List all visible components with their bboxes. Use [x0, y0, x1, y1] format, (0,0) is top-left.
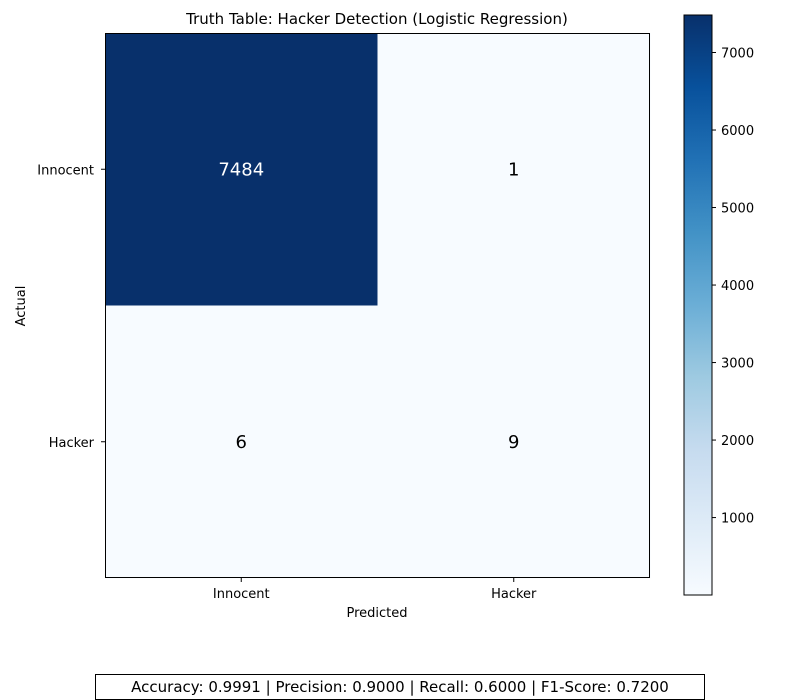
y-tick-label: Hacker	[49, 436, 95, 451]
colorbar-tick-label: 3000	[721, 357, 754, 372]
chart-title: Truth Table: Hacker Detection (Logistic …	[185, 10, 568, 28]
metrics-summary: Accuracy: 0.9991 | Precision: 0.9000 | R…	[95, 674, 705, 700]
heatmap-cell	[105, 33, 378, 306]
x-tick-label: Hacker	[491, 587, 537, 602]
heatmap-cell-labels: 7484 1 6 9	[218, 159, 519, 453]
colorbar-tick-label: 5000	[721, 202, 754, 217]
heatmap-cell	[105, 305, 378, 579]
colorbar-tick-label: 7000	[721, 47, 754, 62]
colorbar-ticks: 1000 2000 3000 4000 5000 6000 7000	[712, 47, 754, 527]
y-axis-label: Actual	[14, 286, 29, 327]
cell-value-label: 7484	[218, 159, 264, 180]
cell-value-label: 1	[508, 159, 519, 180]
colorbar-tick-label: 4000	[721, 279, 754, 294]
heatmap-cells	[105, 33, 651, 579]
heatmap-cell	[377, 33, 651, 306]
plot-frame	[105, 33, 650, 578]
colorbar-tick-label: 2000	[721, 434, 754, 449]
colorbar-tick-label: 1000	[721, 512, 754, 527]
heatmap-cell	[377, 305, 651, 579]
x-axis-label: Predicted	[346, 606, 407, 621]
y-axis-ticks: Innocent Hacker	[37, 163, 105, 451]
cell-value-label: 9	[508, 432, 519, 453]
colorbar-tick-label: 6000	[721, 124, 754, 139]
y-tick-label: Innocent	[37, 163, 94, 178]
colorbar	[683, 14, 713, 596]
x-axis-ticks: Innocent Hacker	[213, 578, 537, 602]
cell-value-label: 6	[236, 432, 247, 453]
x-tick-label: Innocent	[213, 587, 270, 602]
confusion-matrix-chart: Truth Table: Hacker Detection (Logistic …	[14, 10, 754, 621]
